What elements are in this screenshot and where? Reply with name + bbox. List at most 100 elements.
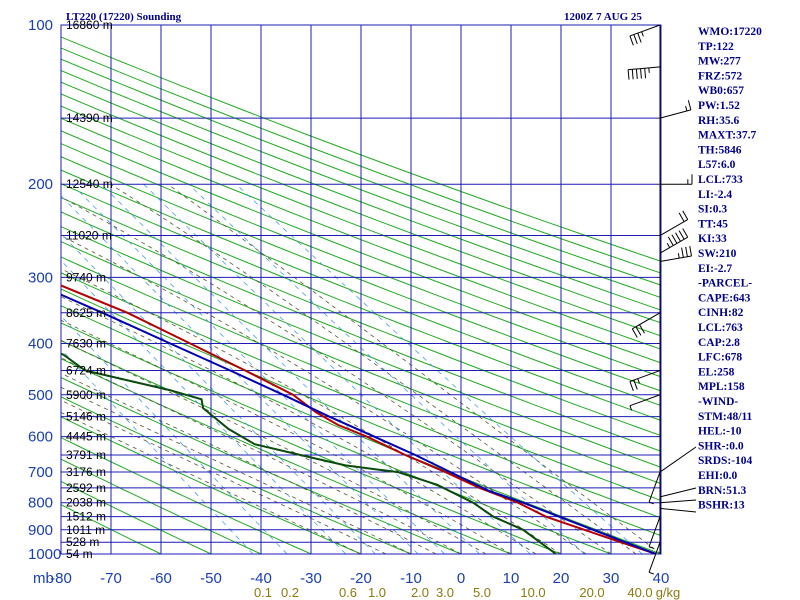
mixing-ratio-label: 10.0 bbox=[520, 585, 545, 600]
barb-feather bbox=[629, 35, 634, 46]
wind-barb bbox=[629, 24, 661, 46]
index-value: SW:210 bbox=[698, 248, 737, 260]
pressure-tick-label: 500 bbox=[28, 387, 53, 404]
dry-adiabat bbox=[61, 169, 661, 407]
barb-feather bbox=[678, 230, 685, 240]
indices-panel: WMO:17220 TP:122 MW:277 FRZ:572 WB0:657 PW:1.… bbox=[698, 26, 762, 512]
wind-leader-line bbox=[659, 499, 697, 504]
height-label: 1512 m bbox=[66, 510, 106, 524]
index-value: LI:-2.4 bbox=[698, 189, 732, 201]
barb-feather bbox=[629, 405, 633, 411]
barb-feather bbox=[633, 34, 638, 45]
height-label: 11020 m bbox=[66, 229, 112, 243]
index-value: LFC:678 bbox=[698, 352, 742, 364]
temperature-tick-label: -20 bbox=[350, 570, 372, 587]
height-label: 16860 m bbox=[66, 18, 113, 32]
barb-feather bbox=[627, 69, 630, 80]
barb-feather bbox=[682, 210, 689, 220]
dewpoint-line bbox=[61, 352, 557, 554]
mixing-ratio-label: 20.0 bbox=[579, 585, 604, 600]
height-label: 54 m bbox=[66, 547, 93, 561]
dry-adiabat bbox=[61, 416, 362, 554]
barb-staff bbox=[648, 516, 661, 547]
barb-feather bbox=[685, 246, 688, 257]
temperature-tick-label: -60 bbox=[150, 570, 172, 587]
mixing-ratio-label: 5.0 bbox=[473, 585, 491, 600]
height-label: 4445 m bbox=[66, 430, 106, 444]
mixing-ratio-label: g/kg bbox=[656, 585, 681, 600]
temperature-line bbox=[61, 284, 657, 554]
wind-barb bbox=[627, 66, 661, 80]
dry-adiabat bbox=[61, 69, 661, 299]
mixing-ratio-label: 2.0 bbox=[411, 585, 429, 600]
pressure-tick-label: 200 bbox=[28, 176, 53, 193]
wind-barb bbox=[659, 210, 689, 236]
index-value: BRN:51.3 bbox=[698, 485, 746, 497]
height-label: 9740 m bbox=[66, 270, 106, 284]
dry-adiabat bbox=[61, 256, 661, 502]
dry-adiabat bbox=[61, 156, 661, 392]
index-value: WMO:17220 bbox=[698, 26, 762, 38]
barb-feather bbox=[678, 212, 685, 222]
index-value: LCL:733 bbox=[698, 174, 743, 186]
barb-staff bbox=[648, 542, 661, 573]
dry-adiabat bbox=[61, 288, 661, 537]
index-value: FRZ:572 bbox=[698, 70, 742, 82]
barb-feather bbox=[644, 68, 647, 79]
temperature-tick-label: 40 bbox=[653, 570, 670, 587]
temperature-tick-label: -10 bbox=[400, 570, 422, 587]
index-value: -PARCEL- bbox=[698, 278, 752, 290]
index-value: EHI:0.0 bbox=[698, 470, 738, 482]
wind-barb bbox=[631, 312, 661, 338]
moist-adiabat bbox=[61, 339, 487, 554]
mixing-ratio-label: 3.0 bbox=[436, 585, 454, 600]
index-value: RH:35.6 bbox=[698, 115, 739, 127]
temperature-tick-label: -70 bbox=[100, 570, 122, 587]
temperature-tick-label: -30 bbox=[300, 570, 322, 587]
barb-feather bbox=[675, 232, 681, 242]
index-value: STM:48/11 bbox=[698, 411, 753, 423]
barb-feather bbox=[629, 381, 634, 392]
index-value: SRDS:-104 bbox=[698, 455, 753, 467]
barb-feather bbox=[637, 378, 640, 384]
mixing-ratio-label: 0.1 bbox=[254, 585, 272, 600]
barb-feather bbox=[667, 236, 674, 246]
index-value: CINH:82 bbox=[698, 307, 744, 319]
dry-adiabat bbox=[61, 183, 661, 421]
wind-barb bbox=[648, 471, 661, 505]
wind-barb bbox=[659, 246, 693, 263]
dry-adiabat bbox=[61, 143, 661, 378]
barb-feather bbox=[648, 546, 654, 549]
barb-staff bbox=[659, 255, 692, 263]
index-value: SHR-:0.0 bbox=[698, 440, 744, 452]
moist-adiabat bbox=[61, 196, 612, 554]
index-value: EI:-2.7 bbox=[698, 263, 732, 275]
barb-feather bbox=[635, 68, 638, 79]
height-label: 7630 m bbox=[66, 336, 106, 350]
dry-adiabat bbox=[61, 105, 661, 337]
barb-staff bbox=[648, 471, 661, 503]
temperature-tick-label: -50 bbox=[200, 570, 222, 587]
barb-staff bbox=[632, 312, 661, 330]
height-label: 528 m bbox=[66, 535, 99, 549]
mixing-ratio-line bbox=[61, 233, 376, 554]
dry-adiabat bbox=[61, 36, 661, 262]
pressure-tick-label: 800 bbox=[28, 495, 53, 512]
temperature-tick-label: 20 bbox=[553, 570, 570, 587]
barb-staff bbox=[629, 24, 661, 37]
barb-feather bbox=[648, 501, 654, 505]
index-value: LCL:763 bbox=[698, 322, 743, 334]
wind-barb bbox=[648, 516, 661, 549]
height-label: 5900 m bbox=[66, 388, 106, 402]
barb-feather bbox=[633, 379, 638, 390]
pressure-tick-label: 700 bbox=[28, 464, 53, 481]
dry-adiabat bbox=[61, 241, 661, 485]
pressure-tick-label: 300 bbox=[28, 269, 53, 286]
mixing-ratio-label: 40.0 bbox=[627, 585, 652, 600]
barb-feather bbox=[681, 247, 684, 258]
barb-feather bbox=[682, 228, 689, 238]
moist-adiabat bbox=[61, 296, 537, 554]
index-value: TH:5846 bbox=[698, 144, 742, 156]
barb-staff bbox=[628, 66, 661, 71]
height-label: 1011 m bbox=[66, 523, 105, 537]
